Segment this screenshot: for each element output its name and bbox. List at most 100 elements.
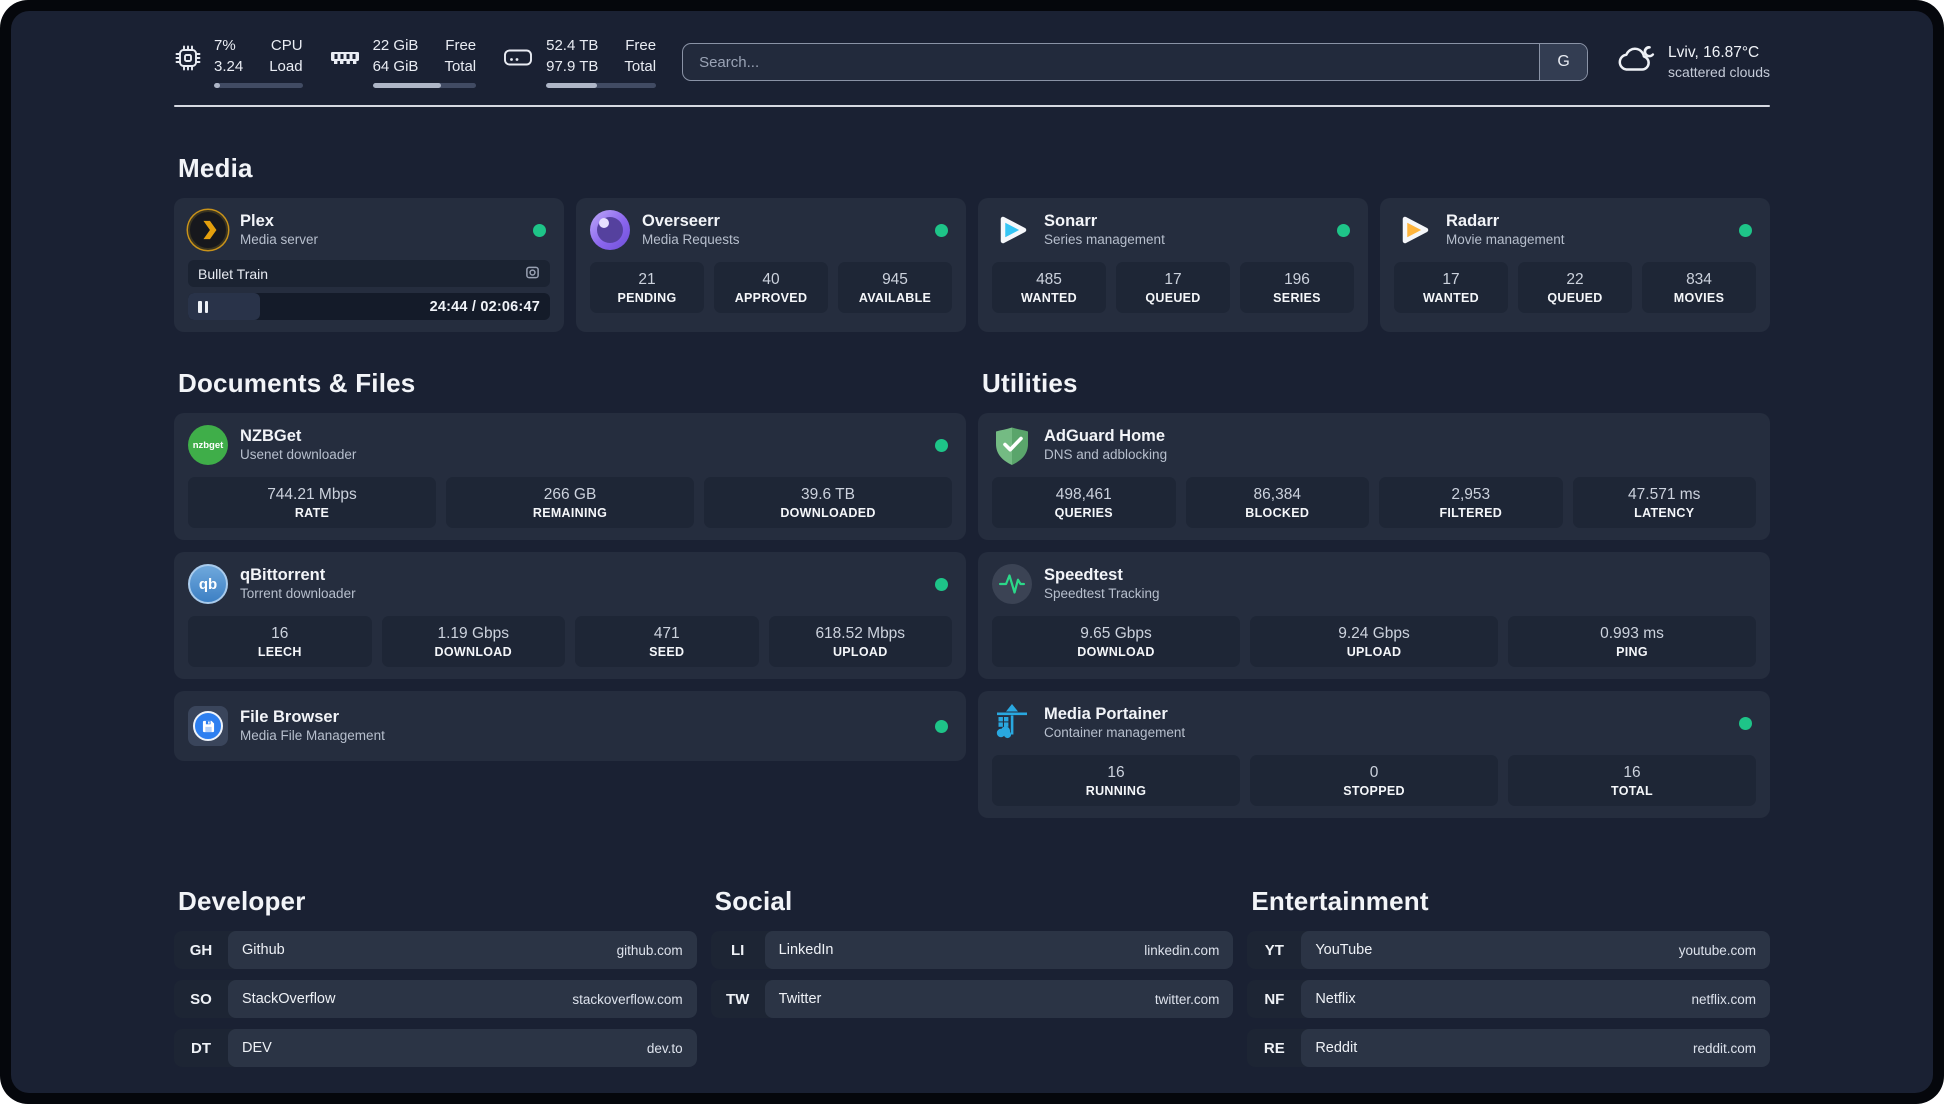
app-card-overseerr[interactable]: Overseerr Media Requests 21 PENDING 40 APP…	[576, 198, 966, 332]
bookmark-abbr: GH	[189, 941, 213, 959]
bookmark-abbr: RE	[1263, 1039, 1285, 1057]
app-card-nzbget[interactable]: nzbget NZBGet Usenet downloader 744.21 M…	[174, 413, 966, 540]
cpu-progress-track	[214, 82, 303, 88]
stat-movies: 834 MOVIES	[1642, 262, 1756, 313]
memory-total: 64 GiB	[372, 57, 419, 75]
stat-blocked: 86,384 BLOCKED	[1185, 477, 1369, 528]
weather-condition: scattered clouds	[1668, 63, 1770, 80]
bookmark-url: twitter.com	[1154, 991, 1220, 1007]
status-dot-online	[935, 577, 948, 591]
app-card-sonarr[interactable]: Sonarr Series management 485 WANTED 17 QUE…	[978, 198, 1368, 332]
stat-upload: 9.24 Gbps UPLOAD	[1250, 616, 1498, 667]
app-name: Radarr	[1446, 212, 1500, 231]
bookmark-github[interactable]: GH Github github.com	[174, 931, 697, 969]
header-divider	[174, 105, 1770, 107]
status-dot-online	[935, 223, 948, 237]
app-subtitle: Media File Management	[240, 727, 385, 743]
stat-download: 9.65 Gbps DOWNLOAD	[992, 616, 1240, 667]
app-name: Overseerr	[642, 212, 720, 231]
app-subtitle: Usenet downloader	[240, 446, 357, 462]
app-name: AdGuard Home	[1044, 427, 1166, 446]
bookmark-stackoverflow[interactable]: SO StackOverflow stackoverflow.com	[174, 980, 697, 1018]
stat-queued: 22 QUEUED	[1518, 262, 1632, 313]
status-dot-online	[1337, 223, 1350, 237]
bookmark-twitter[interactable]: TW Twitter twitter.com	[710, 980, 1234, 1018]
bookmark-youtube[interactable]: YT YouTube youtube.com	[1247, 931, 1770, 969]
app-card-plex[interactable]: Plex Media server Bullet Train	[174, 198, 564, 332]
bookmark-url: youtube.com	[1678, 942, 1756, 958]
memory-free: 22 GiB	[372, 37, 419, 55]
playback-progress-bar[interactable]: 24:44 / 02:06:47	[188, 293, 550, 320]
sonarr-icon	[992, 210, 1032, 250]
app-subtitle: DNS and adblocking	[1044, 446, 1168, 462]
memory-total-label: Total	[444, 57, 477, 75]
now-playing-title: Bullet Train	[198, 265, 269, 282]
stat-total: 16 TOTAL	[1508, 755, 1756, 806]
speedtest-icon	[992, 564, 1032, 604]
bookmark-url: netflix.com	[1691, 991, 1756, 1007]
app-card-speedtest[interactable]: Speedtest Speedtest Tracking 9.65 Gbps DO…	[978, 552, 1770, 679]
cpu-icon	[174, 36, 202, 80]
section-title-media: Media	[178, 153, 253, 183]
bookmark-name: StackOverflow	[242, 991, 336, 1007]
pause-icon[interactable]	[198, 300, 208, 313]
app-subtitle: Speedtest Tracking	[1044, 585, 1160, 601]
plex-icon	[188, 210, 228, 250]
session-device-icon	[525, 265, 540, 283]
stat-running: 16 RUNNING	[992, 755, 1240, 806]
bookmark-dev[interactable]: DT DEV dev.to	[174, 1029, 697, 1067]
app-name: NZBGet	[240, 427, 302, 446]
bookmark-name: Reddit	[1315, 1040, 1358, 1056]
weather-widget[interactable]: Lviv, 16.87°C scattered clouds	[1614, 43, 1770, 81]
stat-queries: 498,461 QUERIES	[992, 477, 1176, 528]
stat-rate: 744.21 Mbps RATE	[188, 477, 436, 528]
bookmark-netflix[interactable]: NF Netflix netflix.com	[1247, 980, 1770, 1018]
bookmark-abbr: SO	[190, 990, 212, 1008]
stat-approved: 40 APPROVED	[714, 262, 828, 313]
bookmark-abbr: DT	[191, 1039, 211, 1057]
stat-upload: 618.52 Mbps UPLOAD	[768, 616, 952, 667]
bookmark-name: Github	[242, 942, 285, 958]
stat-leech: 16 LEECH	[188, 616, 372, 667]
app-card-portainer[interactable]: Media Portainer Container management 16 R…	[978, 691, 1770, 818]
section-title-developer: Developer	[178, 886, 306, 916]
app-subtitle: Series management	[1044, 231, 1165, 247]
bookmark-name: YouTube	[1315, 942, 1373, 958]
status-dot-online	[935, 719, 948, 733]
disk-free: 52.4 TB	[546, 37, 599, 55]
app-card-adguard[interactable]: AdGuard Home DNS and adblocking 498,461 Q…	[978, 413, 1770, 540]
weather-location: Lviv, 16.87°C	[1668, 43, 1760, 61]
search-engine-button[interactable]: G	[1539, 44, 1588, 80]
app-card-qbittorrent[interactable]: qb qBittorrent Torrent downloader 16 LEEC…	[174, 552, 966, 679]
adguard-icon	[992, 425, 1032, 465]
playback-time: 24:44 / 02:06:47	[429, 298, 540, 315]
app-name: Sonarr	[1044, 212, 1098, 231]
status-dot-online	[533, 223, 546, 237]
radarr-icon	[1394, 210, 1434, 250]
stat-stopped: 0 STOPPED	[1250, 755, 1498, 806]
status-dot-online	[1739, 716, 1752, 730]
bookmark-linkedin[interactable]: LI LinkedIn linkedin.com	[710, 931, 1234, 969]
cpu-label: CPU	[270, 37, 303, 55]
bookmark-abbr: LI	[730, 941, 745, 959]
overseerr-icon	[590, 210, 630, 250]
disk-progress-fill	[546, 82, 597, 88]
cpu-load-label: Load	[269, 57, 303, 75]
bookmark-name: Netflix	[1315, 991, 1356, 1007]
bookmark-url: linkedin.com	[1144, 942, 1220, 958]
stat-seed: 471 SEED	[575, 616, 759, 667]
disk-icon	[502, 36, 534, 80]
app-card-filebrowser[interactable]: File Browser Media File Management	[174, 691, 966, 761]
app-card-radarr[interactable]: Radarr Movie management 17 WANTED 22 QUEUE…	[1380, 198, 1770, 332]
memory-progress-fill	[372, 82, 441, 88]
dashboard: 7% 3.24 CPU Load	[11, 11, 1933, 1093]
nzbget-icon: nzbget	[188, 425, 228, 465]
bookmark-reddit[interactable]: RE Reddit reddit.com	[1247, 1029, 1770, 1067]
bookmark-url: stackoverflow.com	[572, 991, 683, 1007]
app-subtitle: Media server	[240, 231, 319, 247]
section-title-entertainment: Entertainment	[1251, 886, 1429, 916]
stat-filtered: 2,953 FILTERED	[1379, 477, 1563, 528]
search-input[interactable]	[683, 44, 1540, 80]
search-bar: G	[682, 43, 1589, 81]
